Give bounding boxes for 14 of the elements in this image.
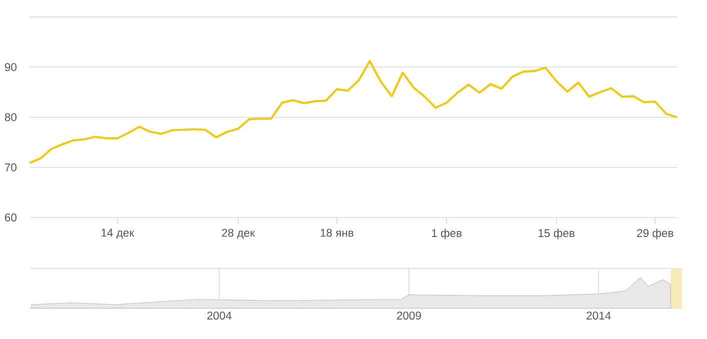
x-tick-label: 18 янв: [320, 228, 354, 237]
y-tick-label: 80: [4, 113, 17, 122]
x-tick-label: 2014: [586, 312, 611, 320]
y-tick-label: 90: [4, 63, 17, 71]
y-tick-label: 60: [5, 213, 17, 222]
x-tick-label: 14 дек: [102, 228, 134, 239]
x-tick-label: 28 дек: [222, 228, 255, 239]
x-tick-label: 15 фев: [538, 228, 574, 240]
x-tick-label: 2004: [207, 312, 232, 320]
x-tick-label: 29 фев: [637, 228, 674, 240]
x-tick-label: 2009: [396, 312, 421, 320]
y-tick-label: 70: [5, 163, 17, 172]
line-series: [28, 60, 678, 164]
x-tick-label: 1 фев: [432, 228, 462, 240]
